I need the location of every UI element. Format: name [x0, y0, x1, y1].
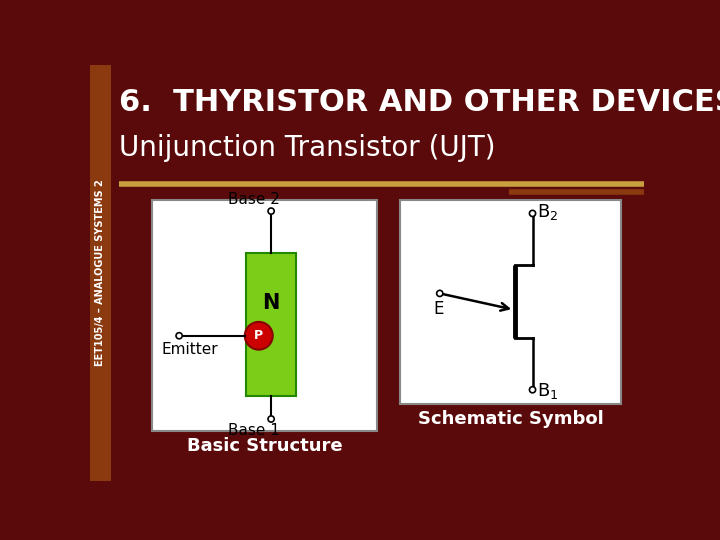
Text: Schematic Symbol: Schematic Symbol	[418, 410, 603, 428]
Text: E: E	[433, 300, 444, 318]
Circle shape	[529, 211, 536, 217]
Text: 6.  THYRISTOR AND OTHER DEVICES: 6. THYRISTOR AND OTHER DEVICES	[120, 88, 720, 117]
Circle shape	[268, 416, 274, 422]
Text: B$_1$: B$_1$	[537, 381, 559, 401]
Text: Base 2: Base 2	[228, 192, 280, 207]
Text: N: N	[262, 293, 280, 313]
Text: EET105/4 – ANALOGUE SYSTEMS 2: EET105/4 – ANALOGUE SYSTEMS 2	[95, 179, 105, 366]
Circle shape	[245, 322, 273, 349]
Bar	[400, 200, 621, 403]
Text: P: P	[254, 329, 264, 342]
Text: B$_2$: B$_2$	[537, 202, 559, 222]
Circle shape	[176, 333, 182, 339]
Text: Basic Structure: Basic Structure	[186, 437, 342, 455]
Text: Emitter: Emitter	[161, 342, 218, 357]
Bar	[246, 253, 296, 396]
Bar	[152, 200, 377, 430]
Bar	[90, 65, 111, 481]
Circle shape	[529, 387, 536, 393]
Circle shape	[268, 208, 274, 214]
Circle shape	[436, 291, 443, 296]
Text: Unijunction Transistor (UJT): Unijunction Transistor (UJT)	[120, 134, 496, 162]
Text: Base 1: Base 1	[228, 423, 280, 438]
